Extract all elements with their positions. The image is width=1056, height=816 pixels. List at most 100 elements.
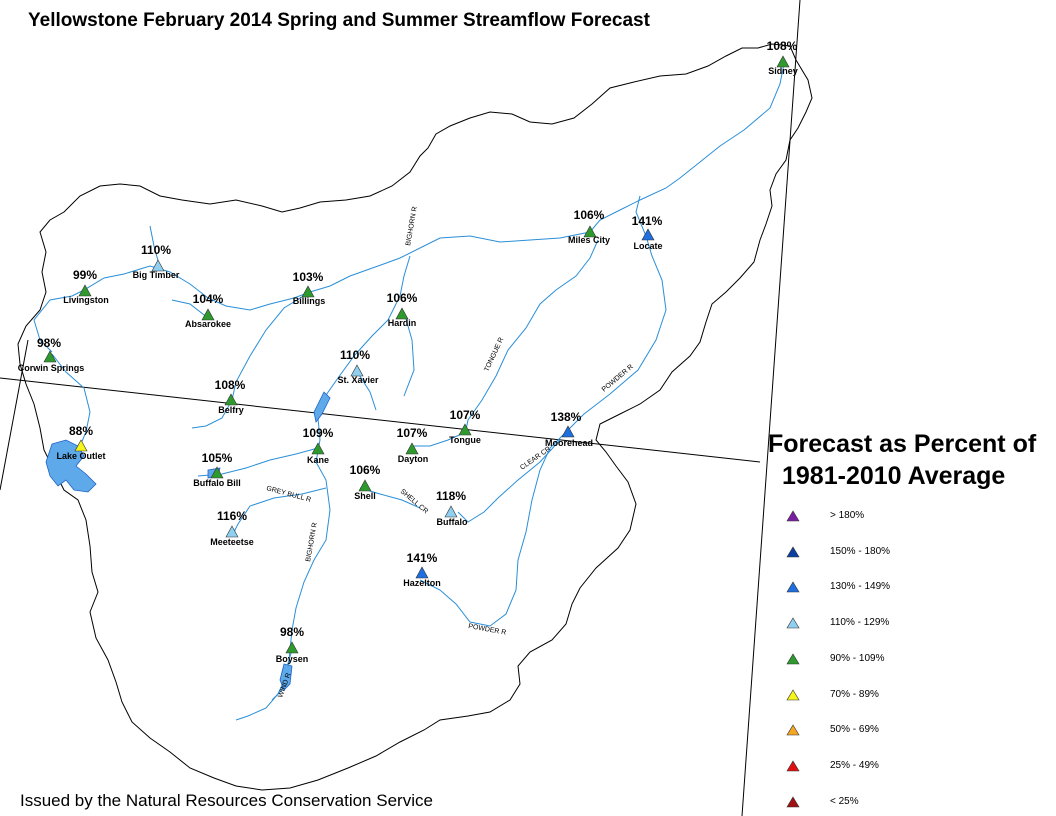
legend-item: > 180% <box>786 508 986 528</box>
station-percent: 98% <box>280 625 304 639</box>
legend-item-label: < 25% <box>830 795 859 807</box>
triangle-icon <box>786 546 800 557</box>
station-name: Locate <box>633 241 662 251</box>
station-triangle-icon <box>210 466 224 479</box>
station-marker: 107% Dayton <box>397 426 429 464</box>
station-marker: 109% Kane <box>303 426 334 465</box>
legend-item: < 25% <box>786 794 986 814</box>
state-border-south <box>0 377 761 463</box>
legend-item: 110% - 129% <box>786 615 986 635</box>
station-percent: 108% <box>767 39 798 53</box>
legend-title: Forecast as Percent of 1981-2010 Average <box>768 428 1036 492</box>
station-name: Tongue <box>449 435 481 445</box>
station-name: Dayton <box>398 454 429 464</box>
legend-item-label: 70% - 89% <box>830 688 879 700</box>
clarks-fork <box>191 291 311 429</box>
triangle-icon <box>786 581 800 593</box>
station-triangle-icon <box>201 308 215 321</box>
legend-item-label: 130% - 149% <box>830 581 891 593</box>
bighorn-lake <box>313 391 331 423</box>
stillwater-river <box>171 299 209 319</box>
station-triangle-icon <box>43 350 57 363</box>
legend-item-label: 110% - 129% <box>830 617 890 629</box>
station-name: Absarokee <box>185 319 231 329</box>
station-triangle-icon <box>444 505 458 518</box>
station-marker: 103% Billings <box>293 270 326 306</box>
station-name: Shell <box>354 491 376 501</box>
station-marker: 118% Buffalo <box>436 489 468 527</box>
issued-by-footer: Issued by the Natural Resources Conserva… <box>20 791 433 810</box>
water-bodies <box>45 391 331 691</box>
station-percent: 106% <box>574 208 605 222</box>
station-percent: 141% <box>632 214 663 228</box>
triangle-icon <box>786 688 800 700</box>
yellowstone-lake <box>45 439 97 493</box>
station-marker: 106% Shell <box>350 463 381 501</box>
station-percent: 105% <box>202 451 233 465</box>
station-percent: 118% <box>436 489 466 503</box>
station-percent: 88% <box>69 424 93 438</box>
river-label: TONGUE R <box>483 337 505 373</box>
station-name: Kane <box>307 455 329 465</box>
station-percent: 107% <box>450 408 481 422</box>
river-label: SHELL CR <box>399 488 430 515</box>
station-marker: 110% St. Xavier <box>337 348 379 385</box>
station-name: Billings <box>293 296 326 306</box>
station-marker: 107% Tongue <box>449 408 481 445</box>
greybull-river <box>231 487 327 537</box>
station-percent: 138% <box>551 410 582 424</box>
station-marker: 105% Buffalo Bill <box>193 451 241 488</box>
tongue-river <box>465 239 599 431</box>
station-name: Lake Outlet <box>56 451 105 461</box>
station-marker: 108% Belfry <box>215 378 246 415</box>
yellowstone-river <box>33 63 785 353</box>
legend-item: 90% - 109% <box>786 651 986 671</box>
state-border-west <box>0 339 29 491</box>
station-name: Hardin <box>388 318 417 328</box>
little-bighorn <box>403 311 415 397</box>
station-triangle-icon <box>561 425 575 438</box>
station-name: Moorehead <box>545 438 593 448</box>
station-triangle-icon <box>350 364 364 377</box>
station-name: Sidney <box>768 66 798 76</box>
map-title: Yellowstone February 2014 Spring and Sum… <box>28 10 650 31</box>
station-name: Buffalo <box>437 517 468 527</box>
legend-item-label: 25% - 49% <box>830 759 879 771</box>
legend-item-label: 150% - 180% <box>830 545 891 557</box>
station-triangle-icon <box>224 393 238 406</box>
station-triangle-icon <box>395 307 409 320</box>
station-triangle-icon <box>285 641 299 654</box>
station-marker: 98% Boysen <box>276 625 309 664</box>
station-triangle-icon <box>74 439 88 452</box>
station-triangle-icon <box>776 55 790 68</box>
basin-boundary <box>17 43 813 791</box>
triangle-icon <box>786 653 800 665</box>
legend-item-label: 90% - 109% <box>830 652 885 664</box>
triangle-icon <box>786 796 800 807</box>
station-marker: 106% Hardin <box>387 291 418 328</box>
station-name: Livingston <box>63 295 109 305</box>
river-label: WIND R <box>277 672 292 699</box>
station-triangle-icon <box>583 225 597 238</box>
triangle-icon <box>786 617 800 629</box>
bighorn-river <box>235 255 411 721</box>
station-marker: 141% Locate <box>632 214 663 251</box>
river-label: POWDER R <box>601 363 635 393</box>
station-percent: 109% <box>303 426 334 440</box>
station-marker: 116% Meeteetse <box>210 509 254 547</box>
station-triangle-icon <box>415 566 429 579</box>
station-percent: 103% <box>293 270 324 284</box>
river-label: CLEAR CR <box>519 446 552 472</box>
state-border-east <box>741 0 801 816</box>
station-percent: 98% <box>37 336 61 350</box>
station-marker: 99% Livingston <box>63 268 109 305</box>
rivers <box>33 63 785 721</box>
station-percent: 108% <box>215 378 246 392</box>
station-name: Meeteetse <box>210 537 254 547</box>
legend-item: 50% - 69% <box>786 722 986 742</box>
station-marker: 141% Hazelton <box>403 551 441 588</box>
station-name: Corwin Springs <box>18 363 85 373</box>
legend-item: 150% - 180% <box>786 544 986 564</box>
triangle-icon <box>786 760 800 772</box>
station-marker: 138% Moorehead <box>545 410 593 448</box>
